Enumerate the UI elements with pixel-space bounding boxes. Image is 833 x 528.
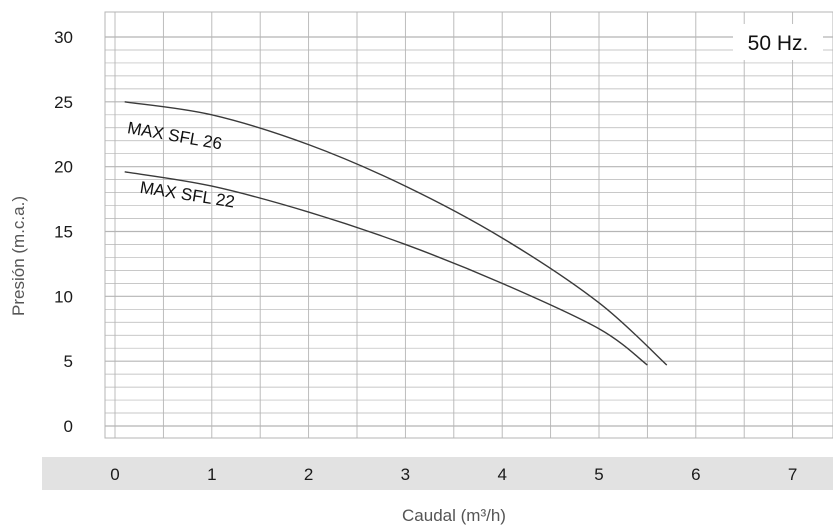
y-tick-label: 5 bbox=[64, 352, 73, 371]
x-tick-label: 1 bbox=[207, 465, 216, 484]
plot-area bbox=[104, 11, 833, 439]
y-tick-label: 30 bbox=[54, 28, 73, 47]
frequency-badge: 50 Hz. bbox=[748, 32, 809, 55]
x-tick-label: 2 bbox=[304, 465, 313, 484]
x-tick-label: 7 bbox=[788, 465, 797, 484]
y-tick-label: 10 bbox=[54, 287, 73, 306]
y-tick-label: 25 bbox=[54, 93, 73, 112]
y-tick-label: 0 bbox=[64, 417, 73, 436]
frequency-badge-box bbox=[733, 24, 823, 60]
x-tick-label: 4 bbox=[497, 465, 506, 484]
x-tick-label: 0 bbox=[110, 465, 119, 484]
y-tick-label: 20 bbox=[54, 158, 73, 177]
x-axis-band bbox=[42, 457, 833, 490]
x-axis-label: Caudal (m³/h) bbox=[402, 506, 506, 525]
x-tick-label: 6 bbox=[691, 465, 700, 484]
x-tick-label: 5 bbox=[594, 465, 603, 484]
y-tick-label: 15 bbox=[54, 223, 73, 242]
series-line-1 bbox=[124, 171, 648, 366]
y-axis-label: Presión (m.c.a.) bbox=[9, 196, 28, 316]
x-tick-label: 3 bbox=[401, 465, 410, 484]
series-line-0 bbox=[124, 101, 668, 366]
